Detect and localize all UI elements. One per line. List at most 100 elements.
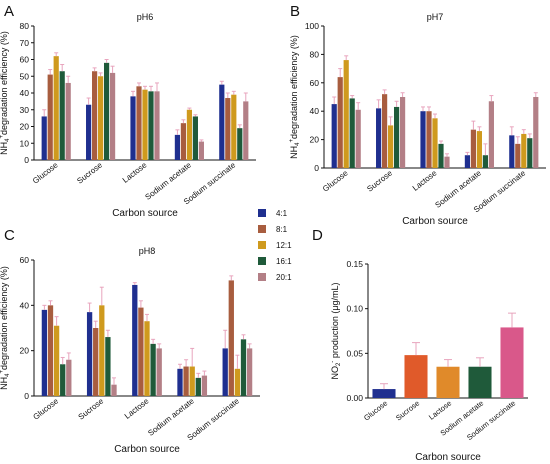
panel-b-bar	[521, 133, 527, 168]
panel-a-y-tick-label: 0	[24, 155, 29, 165]
panel-a-bar	[92, 71, 98, 160]
panel-a-y-label: NH4+degradation efficiency (%)	[0, 31, 11, 155]
panel-a-y-tick-label: 70	[20, 38, 30, 48]
panel-b-bar	[509, 135, 515, 168]
panel-a-bar	[186, 109, 192, 160]
panel-b-x-label: Carbon source	[402, 216, 468, 227]
panel-b-bar	[399, 97, 406, 168]
panel-c-bar	[53, 325, 60, 396]
panel-b-bar	[355, 109, 361, 168]
panel-b-bar	[527, 138, 533, 168]
panel-a-bar	[237, 128, 243, 160]
panel-c-x-label: Carbon source	[114, 444, 180, 455]
panel-c-bar	[195, 377, 201, 396]
panel-a-title: pH6	[137, 12, 154, 22]
panel-c-bar	[246, 348, 253, 396]
panel-letter-b: B	[290, 3, 300, 20]
panel-a-y-tick-label: 30	[20, 105, 30, 115]
panel-a-y-tick-label: 80	[20, 21, 30, 31]
panel-c-bar	[111, 384, 117, 396]
panel-b-bar	[420, 111, 426, 168]
panel-c-bar	[234, 368, 241, 396]
panel-b-x-tick-label: Sucrose	[365, 168, 394, 193]
legend-swatch	[258, 273, 266, 281]
panel-c-bar	[132, 284, 138, 396]
panel-c-bar	[93, 328, 99, 396]
legend-label: 12:1	[276, 241, 292, 250]
panel-d-y-label: NO2- production (μg/mL)	[330, 282, 342, 379]
legend-label: 8:1	[276, 225, 288, 234]
panel-a-bar	[192, 116, 198, 160]
panel-a-bar	[180, 123, 187, 160]
panel-letter-a: A	[4, 3, 14, 20]
panel-c-y-tick-label: 40	[20, 300, 30, 310]
panel-b-bar	[376, 108, 382, 168]
panel-d-x-tick-label: Sucrose	[394, 398, 421, 422]
panel-a-bar	[41, 116, 47, 160]
panel-c-x-tick-label: Lactose	[123, 396, 151, 421]
panel-b-y-tick-label: 0	[314, 163, 319, 173]
panel-b-bar	[432, 118, 438, 168]
panel-d-bar	[372, 389, 396, 398]
panel-c-y-tick-label: 20	[20, 346, 30, 356]
panel-a-bar	[243, 101, 249, 160]
panel-a-bar	[109, 72, 116, 160]
panel-a-x-label: Carbon source	[112, 208, 178, 219]
panel-b-bar	[533, 97, 539, 168]
panel-b-bar	[470, 129, 477, 168]
panel-c-bar	[150, 343, 156, 396]
panel-b-bar	[438, 143, 444, 168]
panel-d-y-tick-label: 0.05	[346, 348, 363, 358]
panel-c-x-tick-label: Glucose	[31, 396, 60, 421]
panel-c-x-tick-label: Sucrose	[77, 396, 106, 421]
panel-d-x-label: Carbon source	[415, 452, 481, 463]
panel-a-x-tick-label: Lactose	[121, 160, 149, 185]
legend-swatch	[258, 241, 266, 249]
legend-swatch	[258, 209, 266, 217]
panel-d-x-tick-label: Lactose	[427, 398, 453, 421]
panel-b-bar	[382, 94, 388, 168]
panel-b-bar	[388, 125, 394, 168]
panel-c-bar	[41, 309, 48, 396]
panel-c-bar	[105, 337, 111, 396]
panel-c-x-tick-label: Sodium acetate	[146, 396, 196, 438]
panel-b-bar	[337, 77, 343, 168]
panel-b-y-tick-label: 100	[305, 21, 319, 31]
panel-a-bar	[198, 141, 204, 160]
panel-b-bar	[444, 156, 450, 168]
panel-a-bar	[136, 86, 142, 160]
panel-a-x-tick-label: Sucrose	[75, 160, 104, 185]
panel-c-y-tick-label: 60	[20, 255, 30, 265]
panel-b-bar	[343, 60, 349, 168]
panel-b-bar	[349, 98, 355, 168]
panel-letter-c: C	[4, 227, 15, 244]
panel-b-bar	[482, 155, 488, 168]
panel-b-x-tick-label: Glucose	[321, 168, 350, 193]
panel-a-bar	[53, 56, 59, 160]
panel-b-bar	[488, 101, 494, 168]
panel-c-bar	[138, 307, 144, 396]
panel-c-y-label: NH4+degradation efficiency (%)	[0, 266, 11, 390]
panel-c-bar	[240, 339, 247, 396]
legend-swatch	[258, 225, 266, 233]
panel-a-y-tick-label: 40	[20, 88, 30, 98]
panel-c-bar	[144, 321, 150, 396]
panel-a-bar	[148, 91, 154, 160]
panel-d-y-tick-label: 0.10	[346, 304, 363, 314]
panel-c-bar	[228, 280, 234, 396]
panel-a-bar	[142, 89, 148, 160]
panel-a-y-tick-label: 20	[20, 122, 30, 132]
panel-c-bar	[201, 375, 208, 396]
panel-b-bar	[393, 106, 400, 168]
panel-a-bar	[225, 98, 231, 160]
panel-d-x-tick-label: Glucose	[362, 398, 389, 422]
panel-a-bar	[174, 134, 181, 160]
panel-b-bar	[331, 104, 337, 168]
panel-c-bar	[183, 366, 189, 396]
panel-b-bar	[464, 155, 471, 168]
legend-label: 16:1	[276, 257, 292, 266]
panel-a-bar	[59, 71, 65, 160]
